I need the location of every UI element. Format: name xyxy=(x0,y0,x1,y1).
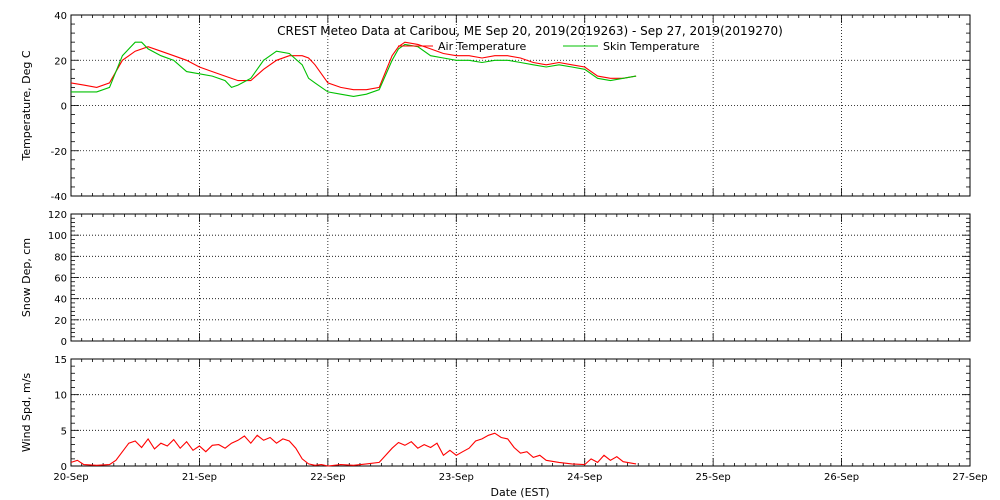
y-axis-label: Snow Dep, cm xyxy=(20,238,33,317)
y-tick-label: 10 xyxy=(54,391,67,402)
y-tick-label: 40 xyxy=(54,295,67,306)
chart-panels: -40 -20 0 20 40 Temperature, Deg C Air Tempera… xyxy=(20,11,988,483)
legend-entry: Air Temperature xyxy=(438,40,527,53)
panel-0: -40 -20 0 20 40 Temperature, Deg C Air Tempera… xyxy=(20,11,971,203)
x-tick-label: 24-Sep xyxy=(567,472,602,483)
panel-2: 0 5 10 15 Wind Spd, m/s xyxy=(20,355,971,473)
y-tick-label: 100 xyxy=(48,231,67,242)
x-tick-label: 20-Sep xyxy=(53,472,88,483)
plot-frame xyxy=(70,14,971,197)
y-tick-label: 120 xyxy=(48,210,67,221)
y-tick-label: -40 xyxy=(51,192,67,203)
y-tick-label: 0 xyxy=(61,462,67,473)
y-tick-label: 60 xyxy=(54,274,67,285)
plot-frame xyxy=(70,213,971,342)
x-tick-label: 22-Sep xyxy=(310,472,345,483)
y-tick-label: 20 xyxy=(54,56,67,67)
plot-frame xyxy=(70,358,971,467)
series-line-2-0 xyxy=(70,432,637,467)
y-axis-label: Temperature, Deg C xyxy=(20,50,33,161)
y-tick-label: 40 xyxy=(54,11,67,22)
series-line-0-1 xyxy=(71,41,637,97)
x-tick-label: 25-Sep xyxy=(696,472,731,483)
series-line-0-0 xyxy=(70,41,637,91)
y-tick-label: 5 xyxy=(61,426,67,437)
y-tick-label: 0 xyxy=(61,102,67,113)
x-tick-label: 26-Sep xyxy=(824,472,859,483)
x-tick-label: 21-Sep xyxy=(182,472,217,483)
y-axis-label: Wind Spd, m/s xyxy=(20,373,33,453)
y-tick-label: 20 xyxy=(54,316,67,327)
y-tick-label: 15 xyxy=(54,355,67,366)
legend-entry: Skin Temperature xyxy=(603,40,700,53)
x-tick-label: 23-Sep xyxy=(439,472,474,483)
y-tick-label: 0 xyxy=(61,337,67,348)
panel-1: 0 20 40 60 80 100 120 Snow Dep, cm xyxy=(20,210,971,348)
legend: Air Temperature Skin Temperature xyxy=(398,40,700,53)
y-tick-label: 80 xyxy=(54,252,67,263)
y-tick-label: -20 xyxy=(51,147,67,158)
x-tick-label: 27-Sep xyxy=(952,472,987,483)
chart-title: CREST Meteo Data at Caribou, ME Sep 20, … xyxy=(277,24,783,38)
x-axis-label: Date (EST) xyxy=(490,486,549,499)
